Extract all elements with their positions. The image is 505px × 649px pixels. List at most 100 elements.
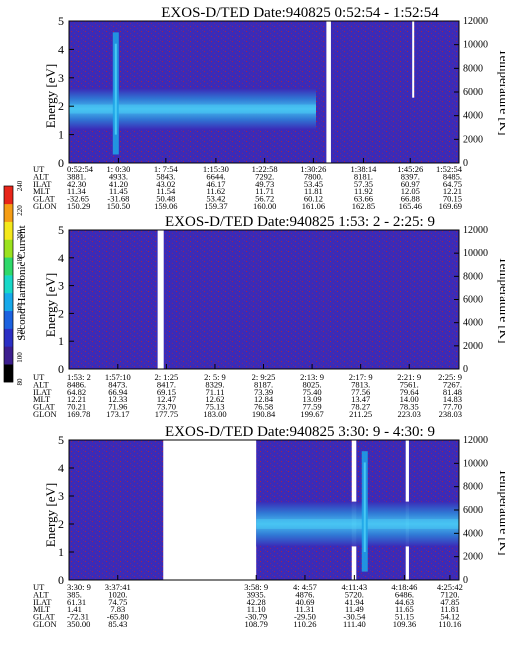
panel-2-table-cell: 71.96 [108,402,127,412]
panel-1-y2tick-label: 8000 [463,63,483,74]
colorbar-swatch [4,186,13,205]
panel-2-ytick-label: 5 [58,223,64,237]
panel-2-y2tick-label: 2000 [463,341,483,352]
panel-3-table-cell: 1020. [108,589,127,599]
panel-1-table-cell: 1:22:58 [252,164,278,174]
panel-1-table-cell: -32.65 [67,194,89,204]
panel-1-spike-core [114,43,117,135]
panel-3-table-cell: 3:30: 9 [67,582,91,592]
panel-1-y2tick-label: 4000 [463,111,483,122]
panel-1-table-cell: 1: 7:54 [154,164,179,174]
panel-1-table-cell: 11.34 [67,186,87,196]
panel-1-table-cell: 11.71 [255,186,274,196]
panel-3-table-cell: -72.31 [67,612,89,622]
panel-2-table-cell: 13.09 [303,394,322,404]
panel-3-row-label: MLT [33,604,51,614]
panel-1-table-cell: 1:38:14 [350,164,377,174]
panel-3-table-cell: 44.63 [395,597,414,607]
colorbar: 80 100 120 140 160 180 200 220 240 Second Harmon… [3,180,28,386]
panel-2-table-cell: 199.67 [300,409,323,419]
panel-3-table-cell: -65.80 [107,612,129,622]
panel-1-table-cell: 161.06 [302,201,325,211]
panel-1-table-cell: 159.37 [204,201,227,211]
panel-3-title: EXOS-D/TED Date:940825 3:30: 9 - 4:30: 9 [165,424,435,440]
panel-3-axes: 0 1 2 3 4 5 0 2000 4000 6000 8000 10000 12000 [58,433,488,587]
panel-2-table-cell: 73.70 [157,402,176,412]
panel-2-table-cell: 75.40 [303,387,322,397]
panel-3-y2tick-label: 8000 [463,482,483,493]
colorbar-tick-label: 100 [16,352,24,363]
panel-1-axes: 0 1 2 3 4 5 0 2000 4000 6000 8000 10000 12000 [58,14,488,170]
panel-3-table-cell: 11.10 [247,604,266,614]
panel-1-table-cell: 8181. [354,171,373,181]
panel-1-table-cell: 42.30 [67,179,86,189]
panel-2-table-cell: 183.00 [203,409,226,419]
colorbar-swatch [4,239,13,258]
panel-1-row-label: UT [33,164,45,174]
panel-3-row-label: ILAT [33,597,52,607]
panel-1-table-cell: 11.92 [354,186,373,196]
panel-1-ylabel: Energy [eV] [43,64,58,128]
panel-3-row-label: GLAT [33,612,56,622]
panel-3-ytick-label: 3 [58,489,64,503]
panel-3-table-cell: 3:58: 9 [244,582,268,592]
panel-2-row-label: MLT [33,394,51,404]
panel-3-table-cell: 5720. [345,589,364,599]
panel-2: EXOS-D/TED Date:940825 1:53: 2 - 2:25: 9… [33,214,505,419]
panel-3-emission-band-core [256,519,459,529]
colorbar-swatch [4,292,13,312]
panel-2-table-cell: 7267. [443,379,462,389]
panel-3-table-cell: 40.69 [295,597,314,607]
panel-3-row-label: ALT [33,589,50,599]
panel-1-table-cell: 1:52:54 [436,164,463,174]
panel-2-table-cell: 77.59 [303,402,322,412]
colorbar-tick-label: 80 [16,378,24,386]
panel-1-y2tick-label: 2000 [463,134,483,145]
panel-2-ylabel-right: Temperature [K] [497,257,505,344]
panel-2-table-cell: 77.56 [351,387,370,397]
panel-3-ylabel: Energy [eV] [43,483,58,547]
panel-2-table-cell: 2:25: 9 [438,372,462,382]
panel-1-table-cell: 66.88 [401,194,420,204]
panel-2-row-label: UT [33,372,45,382]
colorbar-swatch [4,364,13,383]
panel-1-table-cell: 160.00 [253,201,276,211]
panel-2-y2tick-label: 0 [463,364,468,375]
panel-1-table-cell: 8397. [401,171,420,181]
panel-3-table-cell: 4: 4:57 [293,582,317,592]
panel-1-y2tick-label: 12000 [463,16,488,27]
panel-3-row-label: UT [33,582,45,592]
colorbar-swatch [4,328,13,347]
panel-2-row-label: ILAT [33,387,52,397]
colorbar-tick-label: 240 [16,180,24,191]
panel-2-table-cell: 2: 5: 9 [204,372,226,382]
panel-2-table-cell: 12.33 [108,394,127,404]
panel-3-table-cell: 7.83 [110,604,125,614]
panel-2-ytick-label: 4 [58,251,64,265]
panel-3-table-cell: 108.79 [245,619,268,629]
panel-3-y2tick-label: 6000 [463,505,483,516]
panel-1-emission-band-core [69,104,316,114]
panel-1-row-label: ALT [33,171,50,181]
panel-2-y2tick-label: 12000 [463,225,488,236]
panel-2-table-cell: 190.84 [252,409,276,419]
panel-1-table-cell: 162.85 [352,201,375,211]
panel-2-y2tick-label: 8000 [463,271,483,282]
panel-2-table-cell: 2:13: 9 [300,372,324,382]
panel-2-table-cell: 7813. [351,379,370,389]
panel-2-table-cell: 14.00 [400,394,419,404]
panel-3-table-cell: 41.94 [345,597,365,607]
panel-2-table-cell: 8486. [67,379,86,389]
panel-1-plot [69,21,459,163]
panel-2-table-cell: 78.27 [351,402,370,412]
panel-2-title: EXOS-D/TED Date:940825 1:53: 2 - 2:25: 9 [165,214,435,230]
panel-3-table-cell: 3935. [247,589,266,599]
panel-2-table-cell: 81.48 [443,387,462,397]
panel-1-table-cell: 63.66 [354,194,373,204]
panel-1-ytick-label: 2 [58,99,64,113]
panel-1-table-cell: 1:15:30 [203,164,229,174]
panel-2-table-cell: 2:21: 9 [397,372,421,382]
panel-3-table-cell: 51.15 [395,612,414,622]
